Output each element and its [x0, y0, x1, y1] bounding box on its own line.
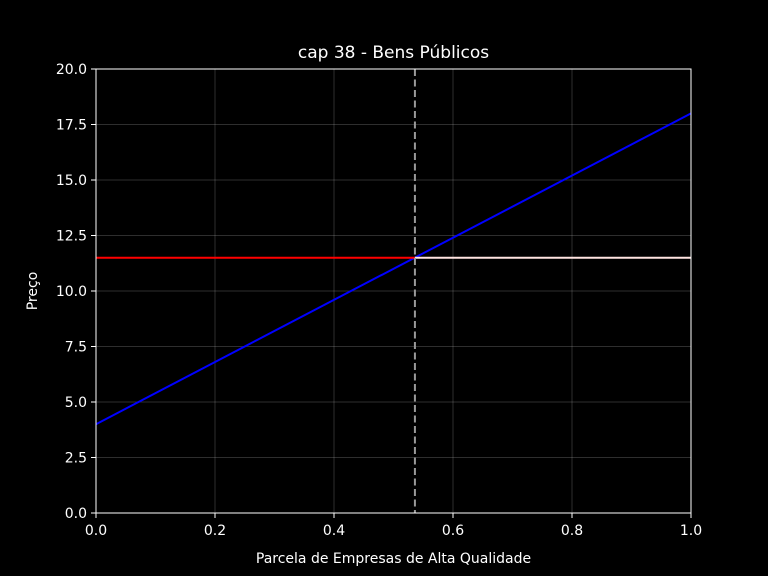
plot-area — [95, 69, 692, 513]
x-tick-label: 0.4 — [323, 523, 345, 539]
x-tick-label: 0.0 — [85, 523, 107, 539]
y-tick-label: 20.0 — [56, 62, 87, 78]
y-axis-label: Preço — [25, 272, 41, 311]
x-tick-label: 0.2 — [204, 523, 226, 539]
series-line-0 — [95, 112, 692, 426]
y-tick-label: 0.0 — [65, 506, 87, 522]
x-tick-label: 1.0 — [680, 523, 702, 539]
x-axis: 0.0 0.2 0.4 0.6 0.8 1.0 — [85, 513, 702, 539]
y-axis: 0.0 2.5 5.0 7.5 10.0 12.5 15.0 17.5 20.0 — [56, 62, 96, 522]
x-tick-label: 0.8 — [561, 523, 583, 539]
x-tick-label: 0.6 — [442, 523, 464, 539]
y-tick-label: 2.5 — [65, 451, 87, 467]
y-tick-label: 12.5 — [56, 229, 87, 245]
x-axis-label: Parcela de Empresas de Alta Qualidade — [256, 551, 531, 567]
y-tick-label: 17.5 — [56, 118, 87, 134]
y-tick-label: 5.0 — [65, 395, 87, 411]
chart-title: cap 38 - Bens Públicos — [298, 43, 489, 63]
y-tick-label: 7.5 — [65, 340, 87, 356]
y-tick-label: 15.0 — [56, 173, 87, 189]
y-tick-label: 10.0 — [56, 284, 87, 300]
